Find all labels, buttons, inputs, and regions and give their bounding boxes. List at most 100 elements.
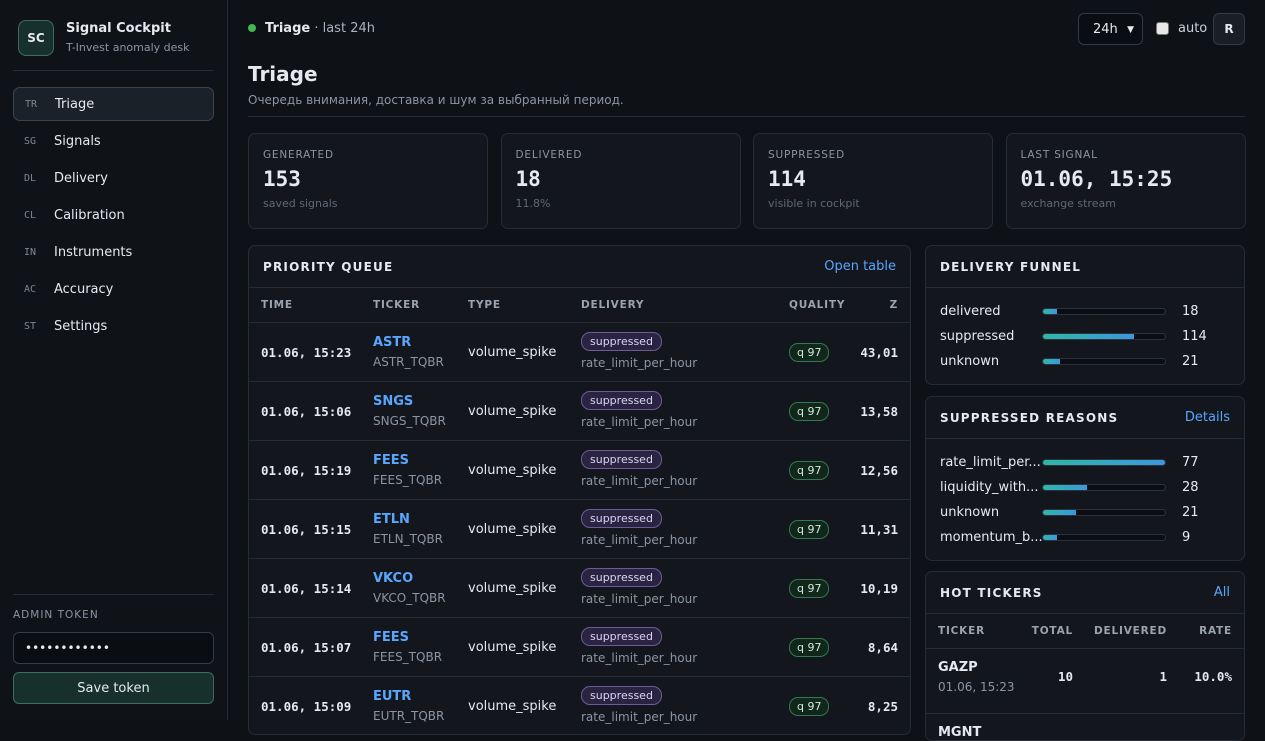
admin-label: ADMIN TOKEN [13,609,99,621]
z-score: 8,25 [867,699,898,714]
queue-row: 01.06, 15:23 ASTR ASTR_TQBR volume_spike sup… [249,322,910,381]
token-input[interactable]: •••••••••••• [13,632,214,664]
nav-item[interactable]: IN Instruments [13,235,214,269]
panel-title: SUPPRESSED REASONS [940,410,1119,425]
nav-item[interactable]: SG Signals [13,124,214,158]
time: 01.06, 15:15 [261,522,352,537]
ticker[interactable]: SNGS [373,394,414,409]
kpi-label: GENERATED [263,149,334,161]
page-subtitle: Очередь внимания, доставка и шум за выбр… [248,93,624,107]
nav-code: TR [25,98,38,110]
instrument: VKCO_TQBR [373,591,446,605]
period: · last 24h [314,21,375,36]
bar-value: 9 [1182,530,1191,545]
range-select[interactable]: 24h ▼ [1078,13,1143,45]
instrument: FEES_TQBR [373,473,443,487]
time: 01.06, 15:23 [938,680,1015,694]
sidebar: SC Signal Cockpit T-Invest anomaly desk … [0,0,228,720]
signal-type: volume_spike [468,581,557,596]
reason: rate_limit_per_hour [581,474,698,488]
status-badge: suppressed [581,391,662,410]
hot-panel: HOT TICKERS All TICKER TOTAL DELIVERED RATE GA… [925,571,1245,741]
signal-type: volume_spike [468,463,557,478]
status-badge: suppressed [581,332,662,351]
column-header: TICKER [938,625,985,637]
save-button[interactable]: Save token [13,672,214,704]
bar-label: unknown [940,354,1000,369]
queue-row: 01.06, 15:15 ETLN ETLN_TQBR volume_spike sup… [249,499,910,558]
nav-item[interactable]: DL Delivery [13,161,214,195]
nav-item[interactable]: ST Settings [13,309,214,343]
z-score: 13,58 [860,404,898,419]
delivery: suppressed [581,627,662,646]
page-name: Triage [265,21,311,36]
reason: rate_limit_per_hour [581,533,698,547]
panel-title: PRIORITY QUEUE [263,259,394,274]
nav-item[interactable]: AC Accuracy [13,272,214,306]
delivery: suppressed [581,450,662,469]
z-score: 8,64 [867,640,898,655]
delivery: suppressed [581,332,662,351]
auto-checkbox[interactable] [1156,22,1169,35]
brand-name: Signal Cockpit [66,21,171,36]
signal-type: volume_spike [468,404,557,419]
kpi-card: SUPPRESSED 114 visible in cockpit [753,133,993,229]
kpi-note: visible in cockpit [768,197,860,210]
ticker[interactable]: EUTR [373,689,412,704]
quality: q 97 [789,402,830,421]
nav-code: ST [24,320,37,332]
bar-label: delivered [940,304,1001,319]
panel-header: SUPPRESSED REASONS Details [926,397,1244,439]
time: 01.06, 15:19 [261,463,352,478]
quality-badge: q 97 [789,461,830,480]
bar [1043,460,1165,465]
ticker[interactable]: FEES [373,630,410,645]
ticker[interactable]: ETLN [373,512,410,527]
nav-label: Instruments [54,244,133,260]
nav-code: SG [24,135,37,147]
column-header: TYPE [468,299,501,311]
nav-label: Accuracy [54,281,114,297]
refresh-button[interactable]: R [1213,13,1245,45]
nav-label: Delivery [54,170,108,186]
quality: q 97 [789,461,830,480]
status-badge: suppressed [581,568,662,587]
rate: 10.0% [1194,669,1232,684]
queue-row: 01.06, 15:09 EUTR EUTR_TQBR volume_spike sup… [249,676,910,734]
divider [248,116,1245,117]
status-badge: suppressed [581,627,662,646]
nav-item[interactable]: TR Triage [13,87,214,121]
quality-badge: q 97 [789,638,830,657]
bar-track [1042,308,1166,315]
bar-value: 18 [1182,304,1199,319]
ticker[interactable]: VKCO [373,571,414,586]
reason: rate_limit_per_hour [581,651,698,665]
kpi-card: LAST SIGNAL 01.06, 15:25 exchange stream [1005,133,1246,229]
delivery: suppressed [581,509,662,528]
brand-subtitle: T-Invest anomaly desk [66,41,190,54]
bar [1043,359,1060,364]
ticker[interactable]: FEES [373,453,410,468]
nav-label: Triage [55,96,95,112]
nav-code: IN [24,246,37,258]
bar-label: rate_limit_per... [940,455,1041,470]
bar-value: 21 [1182,505,1199,520]
reason: rate_limit_per_hour [581,710,698,724]
bar [1043,510,1077,515]
column-header: TIME [261,299,293,311]
column-header: DELIVERY [581,299,645,311]
panel-link[interactable]: Open table [824,259,896,274]
reasons-panel: SUPPRESSED REASONS Details rate_limit_per.… [925,396,1245,561]
bar-value: 21 [1182,354,1199,369]
quality: q 97 [789,579,830,598]
kpi-label: DELIVERED [515,149,583,161]
panel-link[interactable]: All [1213,585,1230,600]
nav-label: Signals [54,133,101,149]
quality-badge: q 97 [789,697,830,716]
panel-link[interactable]: Details [1184,410,1230,425]
ticker[interactable]: ASTR [373,335,412,350]
panel-header: PRIORITY QUEUE Open table [249,246,910,288]
nav-item[interactable]: CL Calibration [13,198,214,232]
bar [1043,535,1058,540]
